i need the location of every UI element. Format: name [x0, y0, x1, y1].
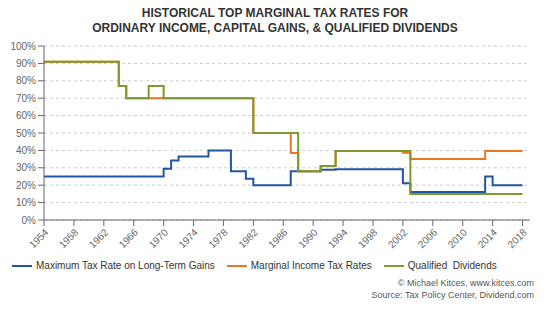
svg-text:50%: 50% — [16, 128, 36, 139]
svg-text:2006: 2006 — [416, 226, 440, 250]
html-text:Marginal Income Tax Rates: Marginal Income Tax Rates — [250, 260, 372, 271]
svg-text:80%: 80% — [16, 75, 36, 86]
svg-text:1970: 1970 — [147, 226, 171, 250]
svg-text:40%: 40% — [16, 145, 36, 156]
html-text:Qualified Dividends: Qualified Dividends — [407, 260, 497, 271]
svg-text:1978: 1978 — [206, 226, 230, 250]
svg-text:2002: 2002 — [386, 226, 410, 250]
svg-text:1954: 1954 — [27, 226, 51, 250]
svg-text:1958: 1958 — [57, 226, 81, 250]
svg-text:1982: 1982 — [236, 226, 260, 250]
svg-text:1962: 1962 — [87, 226, 111, 250]
html-text:Maximum Tax Rate on Long-Term: Maximum Tax Rate on Long-Term Gains — [36, 260, 215, 271]
svg-text:0%: 0% — [22, 215, 37, 226]
html-text:ORDINARY INCOME, CAPITAL GAINS: ORDINARY INCOME, CAPITAL GAINS, & QUALIF… — [92, 21, 458, 35]
svg-text:1998: 1998 — [356, 226, 380, 250]
svg-text:20%: 20% — [16, 180, 36, 191]
svg-text:1986: 1986 — [266, 226, 290, 250]
svg-text:70%: 70% — [16, 93, 36, 104]
svg-text:1966: 1966 — [117, 226, 141, 250]
svg-text:90%: 90% — [16, 58, 36, 69]
svg-text:2018: 2018 — [505, 226, 529, 250]
svg-text:1994: 1994 — [326, 226, 350, 250]
html-text:HISTORICAL TOP MARGINAL TAX RA: HISTORICAL TOP MARGINAL TAX RATES FOR — [141, 6, 409, 20]
html-text:© Michael Kitces, www.kitces.c: © Michael Kitces, www.kitces.com — [397, 278, 534, 288]
svg-text:10%: 10% — [16, 197, 36, 208]
svg-text:100%: 100% — [10, 41, 36, 52]
html-text:Source: Tax Policy Center, Div: Source: Tax Policy Center, Dividend.com — [371, 290, 534, 300]
svg-text:2010: 2010 — [446, 226, 470, 250]
svg-text:60%: 60% — [16, 110, 36, 121]
svg-text:1974: 1974 — [176, 226, 200, 250]
svg-text:2014: 2014 — [476, 226, 500, 250]
svg-text:1990: 1990 — [296, 226, 320, 250]
svg-text:30%: 30% — [16, 162, 36, 173]
